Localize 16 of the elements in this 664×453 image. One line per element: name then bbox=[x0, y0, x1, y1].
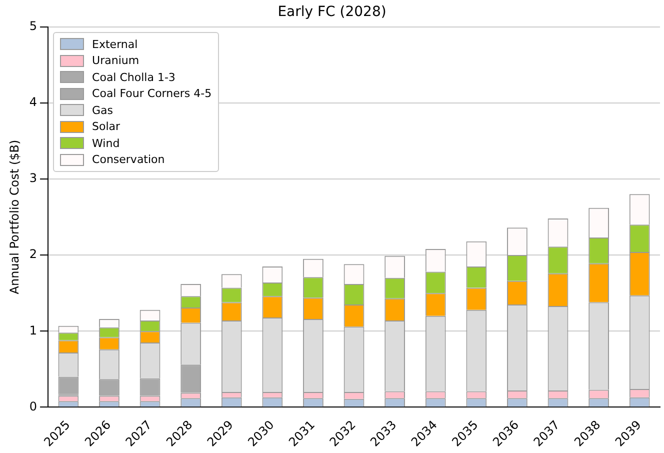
legend-label: Coal Four Corners 4-5 bbox=[92, 87, 212, 100]
y-tick-label: 3 bbox=[29, 171, 38, 186]
chart-title: Early FC (2028) bbox=[278, 4, 386, 20]
legend-label: Wind bbox=[92, 136, 120, 150]
y-tick-label: 0 bbox=[29, 399, 38, 414]
legend-label: Gas bbox=[92, 104, 114, 117]
legend-label: Solar bbox=[92, 120, 120, 134]
legend-label: Uranium bbox=[92, 54, 140, 68]
y-tick-label: 5 bbox=[29, 18, 38, 33]
legend-label: Coal Cholla 1-3 bbox=[92, 70, 176, 84]
y-tick-label: 1 bbox=[29, 323, 38, 338]
legend-label: External bbox=[92, 38, 138, 51]
y-tick-label: 2 bbox=[29, 247, 38, 262]
y-tick-label: 4 bbox=[29, 95, 38, 110]
legend-label: Conservation bbox=[92, 153, 165, 166]
y-axis-title: Annual Portfolio Cost ($B) bbox=[7, 140, 22, 294]
